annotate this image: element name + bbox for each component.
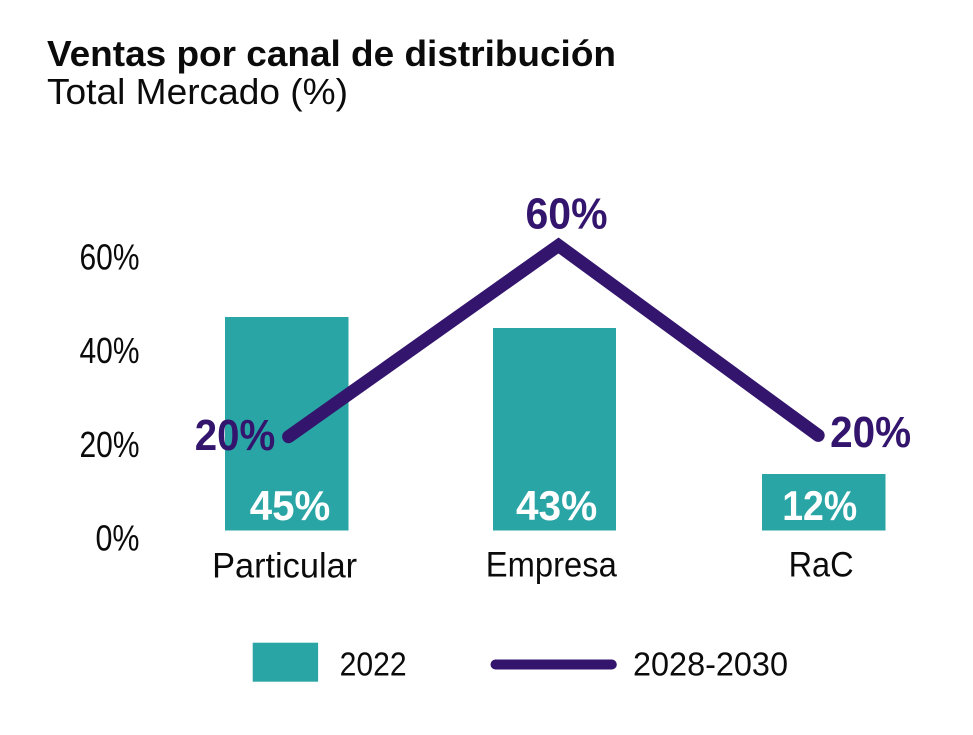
svg-text:43%: 43% xyxy=(516,482,597,529)
svg-text:0%: 0% xyxy=(96,517,140,558)
svg-text:RaC: RaC xyxy=(789,545,854,584)
svg-text:45%: 45% xyxy=(250,482,331,529)
svg-text:2022: 2022 xyxy=(340,645,407,682)
svg-text:60%: 60% xyxy=(80,237,140,278)
svg-text:40%: 40% xyxy=(80,330,140,371)
svg-text:12%: 12% xyxy=(782,482,857,529)
svg-text:Total Mercado (%): Total Mercado (%) xyxy=(47,71,348,112)
svg-text:2028-2030: 2028-2030 xyxy=(633,645,788,682)
svg-text:20%: 20% xyxy=(830,408,911,457)
svg-text:Empresa: Empresa xyxy=(486,546,617,585)
svg-text:60%: 60% xyxy=(526,189,608,238)
svg-text:Ventas por canal de distribuci: Ventas por canal de distribución xyxy=(47,33,616,74)
svg-text:20%: 20% xyxy=(195,411,276,460)
svg-text:20%: 20% xyxy=(80,424,140,465)
svg-text:Particular: Particular xyxy=(212,546,357,585)
